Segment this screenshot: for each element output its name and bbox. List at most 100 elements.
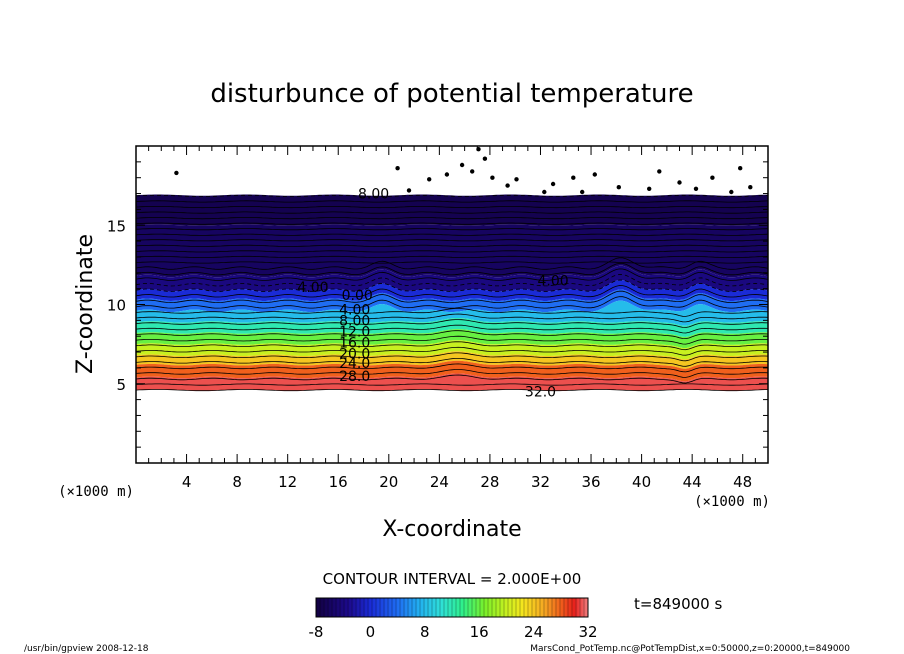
noise-blob-20 — [710, 175, 715, 180]
x-tick-label-3: 16 — [329, 473, 348, 491]
y-axis-ticks: 5 10 15 — [107, 161, 768, 448]
x-axis-ticks: 4 8 12 16 20 24 28 32 36 40 44 48 — [148, 146, 756, 491]
contour-line-6 — [136, 352, 768, 362]
colorbar-tick-label-2: 8 — [420, 623, 430, 641]
field-layer-1 — [136, 224, 768, 278]
contour-lines — [136, 147, 768, 392]
noise-blob-13 — [580, 189, 585, 195]
x-tick-label-8: 36 — [581, 473, 600, 491]
field-layer-9 — [136, 351, 768, 369]
contour-label-2: 4.00 — [538, 274, 569, 290]
noise-blob-5 — [470, 169, 475, 174]
contour-line-33 — [136, 206, 768, 209]
colorbar-tick-label-0: -8 — [309, 623, 324, 641]
footer-program: /usr/bin/gpview 2008-12-18 — [24, 644, 149, 654]
x-tick-label-7: 32 — [531, 473, 550, 491]
noise-blob-15 — [616, 185, 621, 190]
field-layer-10 — [136, 360, 768, 382]
x-tick-label-2: 12 — [278, 473, 297, 491]
field-layer-0 — [136, 194, 768, 226]
y-tick-label-0: 5 — [116, 376, 126, 394]
noise-blob-23 — [748, 185, 753, 190]
contour-line-18 — [136, 279, 768, 292]
contour-label-3: 0.00 — [342, 288, 373, 304]
contour-label-6: 12.0 — [339, 324, 370, 340]
contour-label-9: 24.0 — [339, 356, 370, 372]
field-layer-4 — [136, 289, 768, 313]
contour-line-30 — [136, 222, 768, 225]
contour-line-23 — [136, 261, 768, 264]
contour-label-7: 16.0 — [339, 336, 370, 352]
colorbar-tick-labels: -8 0 8 16 24 32 — [309, 623, 598, 641]
noise-blob-18 — [677, 180, 682, 185]
colorbar-tick-label-5: 32 — [578, 623, 597, 641]
field-layer-8 — [136, 340, 768, 360]
contour-line-35 — [136, 194, 768, 198]
field-layer-3 — [136, 280, 768, 301]
contour-line-28 — [136, 233, 768, 236]
contour-line-9 — [136, 335, 768, 345]
contour-line-5 — [136, 358, 768, 367]
x-tick-label-6: 28 — [480, 473, 499, 491]
contour-line-10 — [136, 330, 768, 340]
noise-blob-16 — [647, 186, 652, 191]
noise-blob-9 — [514, 177, 519, 182]
noise-blob-24 — [395, 166, 400, 171]
contour-line-19 — [136, 273, 768, 287]
contour-line-12 — [136, 319, 768, 328]
field-layer-6 — [136, 318, 768, 337]
contour-line-20 — [136, 268, 768, 281]
contour-line-2 — [136, 374, 768, 384]
contour-label-4: 4.00 — [339, 302, 370, 318]
time-text: t=849000 s — [634, 595, 722, 613]
y-tick-label-1: 10 — [107, 297, 126, 315]
noise-blob-4 — [459, 162, 465, 168]
contour-label-11: 32.0 — [525, 385, 556, 401]
contour-line-8 — [136, 341, 768, 351]
contour-line-31 — [136, 217, 768, 220]
contour-line-34 — [136, 200, 768, 203]
colorbar-tick-label-1: 0 — [366, 623, 376, 641]
contour-line-32 — [136, 211, 768, 214]
x-tick-label-5: 24 — [430, 473, 449, 491]
contour-line-27 — [136, 239, 768, 242]
x-tick-label-4: 20 — [379, 473, 398, 491]
contour-line-13 — [136, 313, 768, 323]
noise-blob-0 — [174, 170, 179, 176]
contour-line-3 — [136, 369, 768, 378]
colorbar-tick-label-3: 16 — [470, 623, 489, 641]
noise-blob-10 — [542, 189, 547, 195]
contour-label-10: 28.0 — [339, 369, 370, 385]
noise-blob-17 — [657, 169, 662, 174]
y-axis-unit: (×1000 m) — [58, 484, 134, 500]
y-axis-label: Z-coordinate — [73, 234, 98, 374]
noise-blob-8 — [505, 183, 510, 188]
noise-blob-6 — [482, 156, 488, 161]
contour-line-26 — [136, 244, 768, 247]
contour-line-21 — [136, 263, 768, 276]
field-layer-11 — [136, 373, 768, 391]
x-tick-label-10: 44 — [683, 473, 702, 491]
contour-label-1: 4.00 — [297, 280, 328, 296]
noise-blob-22 — [738, 166, 743, 171]
contour-label-5: 8.00 — [339, 313, 370, 329]
noise-blob-7 — [490, 175, 495, 180]
contour-line-1 — [136, 383, 768, 386]
x-tick-label-11: 48 — [733, 473, 752, 491]
noise-blob-1 — [406, 188, 412, 193]
field-layer-5 — [136, 300, 768, 326]
contour-line-7 — [136, 346, 768, 356]
contour-label-8: 20.0 — [339, 347, 370, 363]
contour-line-0 — [136, 389, 768, 392]
contour-line-24 — [136, 255, 768, 258]
contour-line-14 — [136, 308, 768, 317]
noise-blob-19 — [693, 186, 699, 191]
contour-line-25 — [136, 250, 768, 253]
chart-title: disturbunce of potential temperature — [210, 79, 693, 109]
contour-label-0: 8.00 — [358, 187, 389, 203]
x-tick-label-1: 8 — [232, 473, 242, 491]
x-axis-label: X-coordinate — [382, 517, 521, 542]
contour-line-16 — [136, 290, 768, 304]
noise-blob-12 — [571, 175, 576, 180]
